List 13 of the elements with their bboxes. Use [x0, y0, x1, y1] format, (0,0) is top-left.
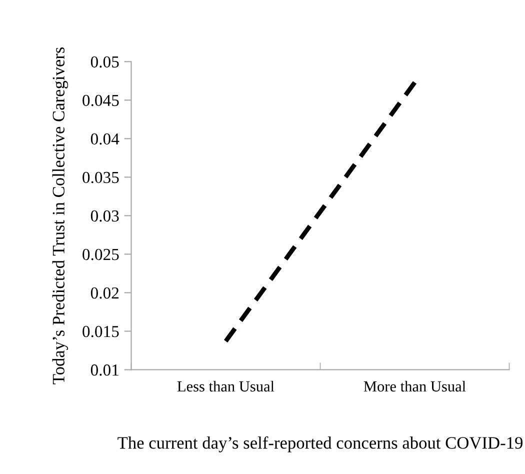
y-tick-label: 0.03 — [90, 210, 119, 222]
y-tick-label: 0.035 — [82, 172, 119, 184]
y-tick-label: 0.02 — [90, 287, 119, 299]
y-tick-label: 0.05 — [90, 56, 119, 68]
y-tick-label: 0.04 — [90, 133, 120, 145]
y-tick-label: 0.025 — [82, 248, 119, 260]
x-axis-title: The current day’s self-reported concerns about COVID-19 — [118, 436, 522, 452]
y-axis-title: Today’s Predicted Trust in Collective Caregivers — [52, 47, 68, 384]
y-tick-label: 0.045 — [82, 94, 119, 106]
y-tick-label: 0.015 — [82, 326, 119, 338]
x-tick-label: Less than Usual — [177, 380, 274, 392]
x-tick-label: More than Usual — [364, 380, 466, 392]
y-tick-label: 0.01 — [90, 364, 118, 376]
